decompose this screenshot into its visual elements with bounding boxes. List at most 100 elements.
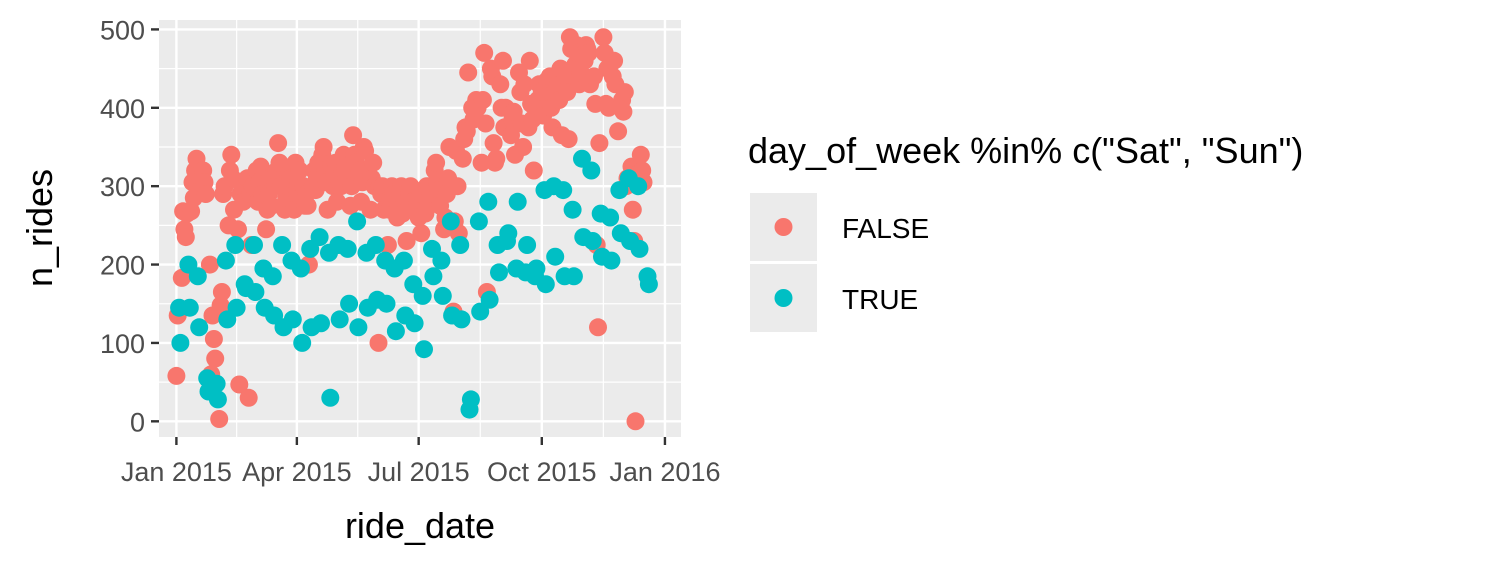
data-point-false bbox=[298, 196, 317, 215]
data-point-true bbox=[441, 212, 460, 231]
data-point-false bbox=[364, 153, 383, 172]
data-point-true bbox=[207, 374, 226, 393]
data-point-false bbox=[524, 161, 543, 180]
data-point-true bbox=[554, 181, 573, 200]
legend-title: day_of_week %in% c("Sat", "Sun") bbox=[748, 130, 1303, 171]
data-point-true bbox=[415, 340, 433, 359]
data-point-true bbox=[340, 294, 359, 313]
x-tick-label: Jul 2015 bbox=[368, 457, 470, 487]
data-point-true bbox=[366, 236, 385, 254]
data-point-true bbox=[461, 390, 480, 409]
data-point-true bbox=[563, 200, 582, 219]
data-point-false bbox=[626, 412, 645, 431]
data-points bbox=[167, 28, 658, 431]
data-point-false bbox=[230, 375, 249, 394]
y-tick-label: 300 bbox=[100, 172, 145, 202]
data-point-true bbox=[273, 236, 292, 254]
x-axis: Jan 2015 Apr 2015 Jul 2015 Oct 2015 Jan 2016 bbox=[121, 437, 720, 487]
legend-label-false: FALSE bbox=[842, 213, 929, 244]
data-point-true bbox=[263, 267, 282, 286]
data-point-false bbox=[590, 134, 609, 153]
y-tick-label: 100 bbox=[100, 329, 145, 359]
data-point-false bbox=[514, 138, 533, 156]
data-point-false bbox=[487, 149, 506, 168]
data-point-false bbox=[200, 255, 219, 274]
data-point-true bbox=[312, 314, 330, 333]
data-point-false bbox=[176, 228, 195, 247]
data-point-true bbox=[518, 236, 537, 254]
data-point-true bbox=[432, 251, 451, 270]
data-point-false bbox=[239, 388, 258, 407]
data-point-false bbox=[520, 51, 539, 70]
data-point-false bbox=[257, 220, 276, 239]
data-point-true bbox=[564, 267, 583, 286]
data-point-false bbox=[491, 75, 510, 94]
data-point-true bbox=[246, 283, 265, 301]
data-point-false bbox=[344, 126, 363, 145]
data-point-true bbox=[508, 192, 527, 211]
data-point-false bbox=[599, 98, 618, 117]
data-point-false bbox=[515, 75, 534, 94]
data-point-false bbox=[579, 43, 598, 62]
data-point-true bbox=[451, 236, 470, 254]
data-point-false bbox=[206, 349, 225, 368]
data-point-true bbox=[310, 228, 329, 247]
data-point-true bbox=[283, 310, 302, 329]
x-axis-title: ride_date bbox=[345, 505, 495, 546]
data-point-false bbox=[212, 283, 231, 301]
data-point-false bbox=[222, 145, 241, 164]
data-point-false bbox=[459, 63, 478, 82]
data-point-true bbox=[321, 388, 340, 407]
data-point-false bbox=[615, 83, 634, 102]
data-point-false bbox=[594, 28, 613, 47]
data-point-true bbox=[293, 333, 312, 352]
data-point-true bbox=[394, 251, 413, 270]
data-point-true bbox=[348, 212, 367, 231]
legend-label-true: TRUE bbox=[842, 284, 918, 315]
data-point-true bbox=[469, 212, 488, 231]
data-point-true bbox=[424, 267, 443, 286]
data-point-false bbox=[609, 122, 628, 141]
data-point-true bbox=[601, 208, 620, 227]
data-point-true bbox=[349, 318, 368, 337]
x-tick-label: Apr 2015 bbox=[242, 457, 352, 487]
data-point-false bbox=[361, 200, 380, 219]
y-axis: 0 100 200 300 400 500 bbox=[100, 15, 159, 437]
data-point-false bbox=[167, 366, 186, 385]
data-point-true bbox=[190, 318, 209, 337]
data-point-false bbox=[290, 161, 309, 180]
data-point-true bbox=[377, 294, 396, 313]
legend-swatch-true bbox=[774, 289, 793, 307]
data-point-false bbox=[204, 330, 223, 348]
data-point-false bbox=[472, 153, 491, 172]
data-point-false bbox=[559, 130, 578, 149]
data-point-false bbox=[269, 134, 288, 153]
data-point-true bbox=[330, 310, 349, 329]
data-point-false bbox=[397, 232, 416, 250]
data-point-true bbox=[245, 236, 263, 254]
data-point-true bbox=[629, 177, 648, 196]
data-point-false bbox=[484, 134, 503, 153]
data-point-false bbox=[476, 114, 495, 133]
data-point-false bbox=[369, 333, 388, 352]
data-point-true bbox=[188, 267, 207, 286]
y-tick-label: 200 bbox=[100, 251, 145, 281]
data-point-true bbox=[452, 310, 471, 329]
data-point-true bbox=[208, 390, 227, 409]
data-point-false bbox=[473, 91, 492, 109]
legend-swatch-false bbox=[774, 218, 793, 236]
data-point-false bbox=[614, 102, 633, 121]
data-point-false bbox=[412, 224, 431, 243]
data-point-false bbox=[210, 410, 229, 428]
data-point-false bbox=[502, 126, 520, 145]
data-point-false bbox=[494, 51, 512, 70]
x-tick-label: Oct 2015 bbox=[487, 457, 597, 487]
data-point-false bbox=[182, 202, 201, 221]
data-point-false bbox=[172, 268, 191, 287]
y-axis-title: n_rides bbox=[19, 169, 60, 287]
data-point-true bbox=[630, 239, 649, 258]
y-tick-label: 500 bbox=[100, 15, 145, 45]
y-tick-label: 400 bbox=[100, 94, 145, 124]
data-point-true bbox=[602, 251, 621, 270]
